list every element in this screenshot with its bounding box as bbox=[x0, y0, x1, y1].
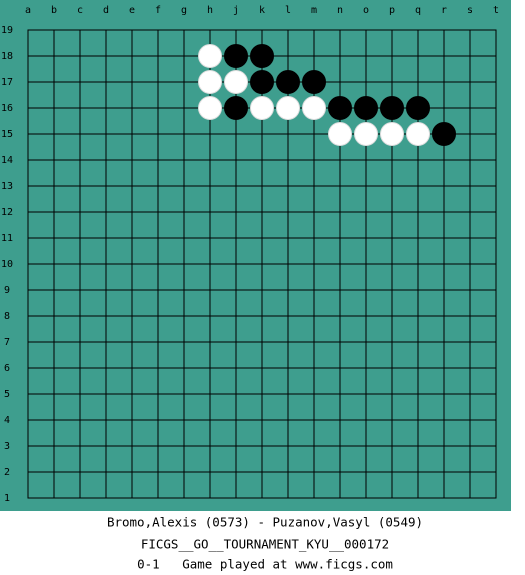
stone bbox=[198, 44, 222, 68]
stone bbox=[432, 122, 456, 146]
row-label: 15 bbox=[1, 129, 13, 140]
stone bbox=[250, 70, 274, 94]
row-label: 16 bbox=[1, 103, 13, 114]
row-label: 18 bbox=[1, 51, 13, 62]
row-label: 1 bbox=[4, 493, 10, 504]
stone bbox=[302, 70, 326, 94]
stone bbox=[328, 96, 352, 120]
stone bbox=[302, 96, 326, 120]
row-label: 2 bbox=[4, 467, 10, 478]
stone bbox=[276, 96, 300, 120]
players: Bromo,Alexis (0573) - Puzanov,Vasyl (054… bbox=[107, 515, 423, 530]
row-label: 7 bbox=[4, 337, 10, 348]
stone bbox=[276, 70, 300, 94]
column-label: s bbox=[467, 5, 473, 16]
column-label: m bbox=[311, 5, 317, 16]
column-label: b bbox=[51, 5, 57, 16]
stone bbox=[380, 122, 404, 146]
column-label: f bbox=[155, 5, 161, 16]
column-label: j bbox=[233, 5, 239, 16]
stone bbox=[380, 96, 404, 120]
column-label: e bbox=[129, 5, 135, 16]
row-label: 13 bbox=[1, 181, 13, 192]
row-label: 11 bbox=[1, 233, 13, 244]
stone bbox=[224, 44, 248, 68]
event: FICGS__GO__TOURNAMENT_KYU__000172 bbox=[141, 537, 389, 552]
column-label: k bbox=[259, 5, 265, 16]
stone bbox=[250, 96, 274, 120]
stone bbox=[406, 96, 430, 120]
stone bbox=[250, 44, 274, 68]
row-label: 8 bbox=[4, 311, 10, 322]
column-label: g bbox=[181, 5, 187, 16]
column-label: r bbox=[441, 5, 447, 16]
column-label: c bbox=[77, 5, 83, 16]
column-label: d bbox=[103, 5, 109, 16]
column-label: o bbox=[363, 5, 369, 16]
column-label: t bbox=[493, 5, 499, 16]
stone bbox=[224, 70, 248, 94]
stone bbox=[224, 96, 248, 120]
row-label: 4 bbox=[4, 415, 10, 426]
row-label: 9 bbox=[4, 285, 10, 296]
row-label: 14 bbox=[1, 155, 13, 166]
column-label: p bbox=[389, 5, 395, 16]
column-label: q bbox=[415, 5, 421, 16]
row-label: 10 bbox=[1, 259, 13, 270]
stone bbox=[198, 96, 222, 120]
stone bbox=[354, 96, 378, 120]
row-label: 6 bbox=[4, 363, 10, 374]
row-label: 3 bbox=[4, 441, 10, 452]
stones bbox=[198, 44, 456, 146]
stone bbox=[354, 122, 378, 146]
row-label: 5 bbox=[4, 389, 10, 400]
column-label: a bbox=[25, 5, 31, 16]
column-label: n bbox=[337, 5, 343, 16]
row-label: 17 bbox=[1, 77, 13, 88]
row-label: 19 bbox=[1, 25, 13, 36]
stone bbox=[198, 70, 222, 94]
row-label: 12 bbox=[1, 207, 13, 218]
stone bbox=[406, 122, 430, 146]
column-label: h bbox=[207, 5, 213, 16]
column-label: l bbox=[285, 5, 291, 16]
result: 0-1 Game played at www.ficgs.com bbox=[137, 557, 393, 572]
stone bbox=[328, 122, 352, 146]
